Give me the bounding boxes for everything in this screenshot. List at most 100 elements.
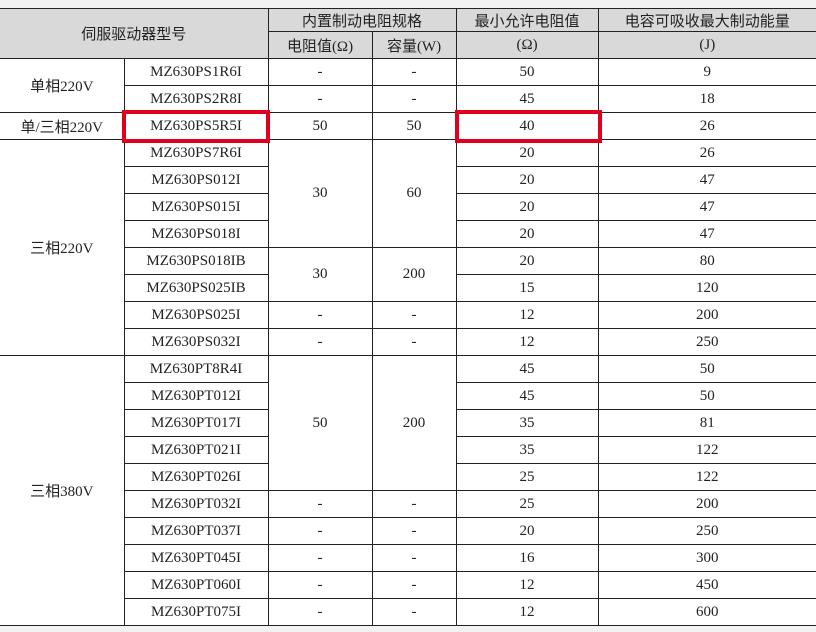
model-cell: MZ630PT060I (124, 571, 269, 599)
resistance-cell: - (267, 328, 373, 356)
capacity-cell: 200 (371, 247, 457, 302)
model-cell: MZ630PT8R4I (123, 355, 269, 383)
resistance-cell: 30 (267, 247, 373, 302)
max-energy-cell: 50 (597, 355, 816, 383)
max-energy-cell: 47 (597, 166, 816, 194)
model-cell: MZ630PT075I (124, 598, 269, 626)
model-cell: MZ630PS2R8I (124, 85, 269, 113)
min-resistance-cell: 12 (455, 571, 599, 599)
header-min-resistance-unit: (Ω) (455, 31, 599, 59)
table-row: MZ630PS018I 20 47 (0, 220, 816, 248)
max-energy-cell: 81 (597, 409, 816, 437)
model-cell: MZ630PS025I (124, 301, 269, 329)
table-row: 三相220V MZ630PS7R6I 30 60 20 26 (0, 139, 816, 356)
min-resistance-cell: 40 (455, 112, 599, 140)
min-resistance-cell: 35 (455, 409, 599, 437)
phase-cell: 三相220V (0, 139, 125, 356)
model-cell: MZ630PS5R5I (123, 112, 269, 140)
max-energy-cell: 450 (597, 571, 816, 599)
capacity-cell: 50 (371, 112, 457, 140)
header-capacity: 容量(W) (371, 31, 457, 59)
resistance-cell: 50 (267, 112, 373, 140)
table-row: 三相380V MZ630PT8R4I 50 200 45 50 (0, 355, 816, 626)
min-resistance-cell: 15 (455, 274, 599, 302)
min-resistance-cell: 25 (455, 463, 599, 491)
resistance-cell: - (267, 301, 373, 329)
max-energy-cell: 600 (597, 598, 816, 626)
model-cell: MZ630PS7R6I (123, 139, 269, 167)
resistance-cell: - (267, 544, 373, 572)
min-resistance-cell: 45 (455, 382, 599, 410)
header-builtin-resistor: 内置制动电阻规格 (267, 8, 457, 32)
max-energy-cell: 200 (597, 490, 816, 518)
max-energy-cell: 26 (597, 112, 816, 140)
resistance-cell: - (267, 598, 373, 626)
max-energy-cell: 120 (597, 274, 816, 302)
min-resistance-cell: 35 (455, 436, 599, 464)
max-energy-cell: 250 (597, 328, 816, 356)
min-resistance-cell: 20 (455, 166, 599, 194)
braking-resistor-table: 伺服驱动器型号 内置制动电阻规格 最小允许电阻值 电容可吸收最大制动能量 电阻值… (0, 8, 816, 626)
model-cell: MZ630PS012I (124, 166, 269, 194)
table-row: MZ630PT026I 25 122 (0, 463, 816, 491)
capacity-cell: 60 (371, 139, 457, 248)
min-resistance-cell: 20 (455, 139, 599, 167)
min-resistance-cell: 12 (455, 301, 599, 329)
table-row: MZ630PS025IB 15 120 (0, 274, 816, 302)
braking-resistor-table-container: 伺服驱动器型号 内置制动电阻规格 最小允许电阻值 电容可吸收最大制动能量 电阻值… (0, 8, 816, 626)
model-cell: MZ630PS032I (124, 328, 269, 356)
min-resistance-cell: 20 (455, 247, 599, 275)
model-cell: MZ630PS015I (124, 193, 269, 221)
capacity-cell: - (371, 328, 457, 356)
min-resistance-cell: 25 (455, 490, 599, 518)
capacity-cell: - (371, 571, 457, 599)
header-min-resistance: 最小允许电阻值 (455, 8, 599, 32)
max-energy-cell: 200 (597, 301, 816, 329)
header-resistance: 电阻值(Ω) (268, 31, 373, 59)
model-cell: MZ630PS025IB (124, 274, 269, 302)
model-cell: MZ630PT037I (124, 517, 269, 545)
model-cell: MZ630PT021I (124, 436, 269, 464)
resistance-cell: 50 (267, 355, 373, 491)
resistance-cell: - (267, 85, 373, 113)
model-cell: MZ630PS018IB (124, 247, 269, 275)
table-row: 单相220V MZ630PS1R6I - -50 9 (0, 58, 816, 113)
table-row: MZ630PT012I 45 50 (0, 382, 816, 410)
min-resistance-cell: 20 (455, 517, 599, 545)
table-row: MZ630PT032I - -25 200 (0, 490, 816, 518)
model-cell: MZ630PT026I (124, 463, 269, 491)
resistance-cell: - (267, 490, 373, 518)
min-resistance-cell: 12 (455, 328, 599, 356)
max-energy-cell: 47 (597, 193, 816, 221)
max-energy-cell: 18 (597, 85, 816, 113)
resistance-cell: - (267, 571, 373, 599)
max-energy-cell: 80 (597, 247, 816, 275)
table-row: MZ630PS025I - -12 200 (0, 301, 816, 329)
resistance-cell: - (267, 58, 373, 86)
max-energy-cell: 50 (597, 382, 816, 410)
capacity-cell: - (371, 85, 457, 113)
resistance-cell: - (267, 517, 373, 545)
resistance-cell: 30 (267, 139, 373, 248)
model-cell: MZ630PT045I (124, 544, 269, 572)
capacity-cell: - (371, 544, 457, 572)
max-energy-cell: 26 (597, 139, 816, 167)
min-resistance-cell: 20 (455, 193, 599, 221)
model-cell: MZ630PS1R6I (123, 58, 269, 86)
model-cell: MZ630PS018I (124, 220, 269, 248)
min-resistance-cell: 20 (455, 220, 599, 248)
min-resistance-cell: 16 (455, 544, 599, 572)
model-cell: MZ630PT017I (124, 409, 269, 437)
max-energy-cell: 9 (597, 58, 816, 86)
model-cell: MZ630PT032I (124, 490, 269, 518)
capacity-cell: - (371, 490, 457, 518)
table-row: MZ630PT017I 35 81 (0, 409, 816, 437)
capacity-cell: - (371, 301, 457, 329)
capacity-cell: - (371, 598, 457, 626)
table-row: MZ630PS032I - -12 250 (0, 328, 816, 356)
max-energy-cell: 300 (597, 544, 816, 572)
max-energy-cell: 250 (597, 517, 816, 545)
table-row: MZ630PS018IB 30 200 20 80 (0, 247, 816, 302)
min-resistance-cell: 45 (455, 355, 599, 383)
min-resistance-cell: 45 (455, 85, 599, 113)
